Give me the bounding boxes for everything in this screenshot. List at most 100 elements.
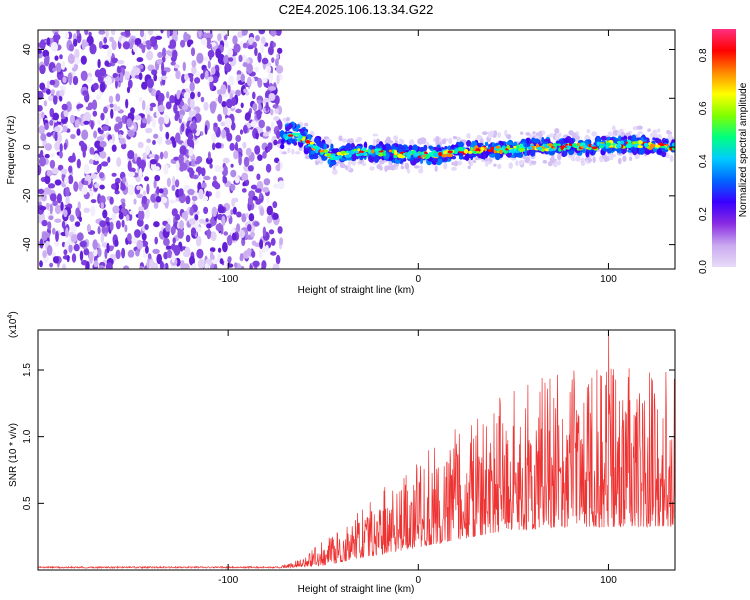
signal-core-blob	[424, 151, 428, 155]
noise-blob	[169, 39, 177, 49]
noise-blob	[51, 167, 59, 175]
noise-blob	[99, 172, 105, 179]
noise-blob	[138, 206, 145, 212]
noise-blob	[69, 214, 75, 222]
noise-blob	[190, 122, 198, 132]
x-tick-label: -100	[218, 274, 238, 285]
noise-blob	[44, 153, 50, 159]
halo-blob	[586, 129, 591, 134]
noise-blob	[200, 73, 205, 80]
noise-blob	[223, 165, 228, 175]
noise-blob	[213, 175, 217, 182]
noise-blob	[125, 214, 130, 222]
noise-blob	[194, 214, 199, 221]
noise-blob	[243, 88, 248, 94]
noise-blob	[54, 179, 62, 186]
noise-blob	[235, 134, 242, 143]
noise-blob	[76, 30, 80, 37]
noise-blob	[59, 151, 63, 159]
noise-blob	[151, 69, 158, 76]
noise-blob	[197, 175, 203, 181]
noise-blob	[252, 91, 256, 100]
noise-blob	[97, 226, 101, 235]
noise-blob	[266, 215, 273, 224]
signal-band-blob	[541, 136, 545, 145]
noise-blob	[97, 58, 101, 69]
noise-blob	[153, 179, 157, 189]
signal-core-blob	[357, 148, 361, 152]
halo-blob	[341, 138, 348, 143]
signal-core-blob	[620, 144, 624, 149]
signal-core-blob	[616, 143, 622, 149]
y-tick-label: 1.5	[22, 363, 33, 377]
halo-blob	[575, 155, 581, 162]
colorbar-ticks: 0.0 0.2 0.4 0.6 0.8	[698, 48, 709, 274]
halo-blob	[547, 161, 553, 167]
noise-blob	[65, 186, 70, 197]
noise-blob	[256, 173, 261, 181]
noise-blob	[272, 104, 280, 109]
noise-blob	[232, 206, 237, 215]
noise-blob	[206, 228, 211, 240]
noise-blob	[276, 53, 280, 60]
y-tick-label: 40	[22, 44, 33, 56]
noise-blob	[161, 62, 165, 73]
noise-blob	[191, 60, 197, 68]
signal-core-blob	[519, 144, 524, 149]
snr-x-label: Height of straight line (km)	[298, 584, 415, 595]
noise-blob	[145, 245, 149, 254]
noise-blob	[158, 116, 165, 126]
noise-blob	[205, 157, 213, 165]
noise-blob	[273, 116, 280, 121]
noise-blob	[99, 81, 106, 93]
noise-blob	[82, 149, 86, 158]
noise-blob	[243, 156, 250, 167]
noise-blob	[169, 95, 176, 104]
noise-blob	[234, 141, 239, 152]
signal-core-blob	[405, 153, 411, 157]
halo-blob	[515, 160, 519, 167]
noise-blob	[49, 262, 54, 268]
noise-blob	[104, 75, 113, 86]
y-tick-label: 0.5	[22, 496, 33, 510]
noise-blob	[84, 30, 89, 36]
signal-core-blob	[560, 145, 564, 150]
noise-blob	[145, 105, 152, 116]
noise-blob	[156, 186, 160, 195]
noise-blob	[119, 137, 126, 145]
noise-blob	[81, 186, 88, 195]
noise-blob	[276, 74, 280, 85]
halo-blob	[493, 163, 497, 167]
signal-core-blob	[617, 141, 621, 144]
noise-blob	[185, 234, 191, 243]
noise-blob	[40, 133, 47, 142]
noise-blob	[90, 120, 94, 130]
noise-blob	[44, 122, 49, 131]
noise-blob	[189, 75, 194, 83]
halo-blob	[348, 161, 352, 166]
signal-core-blob	[346, 150, 349, 154]
noise-blob	[57, 164, 64, 171]
noise-blob	[194, 71, 201, 78]
noise-blob	[145, 127, 153, 134]
colorbar-tick-label: 0.0	[698, 260, 709, 274]
halo-blob	[666, 129, 671, 135]
noise-blob	[207, 60, 211, 69]
halo-blob	[355, 139, 361, 143]
noise-blob	[262, 151, 267, 159]
noise-blob	[114, 77, 121, 82]
signal-band-blob	[563, 137, 570, 144]
noise-blob	[274, 157, 280, 164]
noise-blob	[48, 95, 54, 102]
noise-blob	[126, 118, 133, 128]
noise-blob	[165, 223, 171, 232]
noise-blob	[238, 54, 243, 63]
noise-blob	[126, 233, 132, 242]
noise-blob	[110, 108, 114, 119]
noise-blob	[138, 168, 143, 179]
noise-blob	[75, 207, 80, 217]
noise-blob	[115, 249, 121, 260]
noise-blob	[47, 221, 52, 231]
signal-core-blob	[638, 140, 643, 145]
noise-blob	[97, 127, 102, 133]
